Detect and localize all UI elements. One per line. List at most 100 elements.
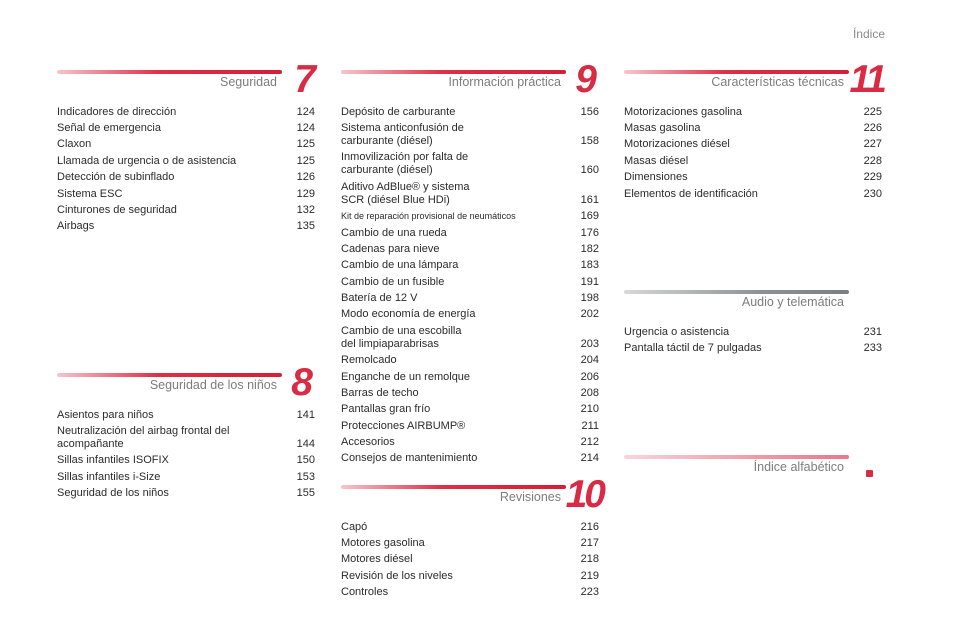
toc-entry[interactable]: Sistema ESC 129: [57, 186, 315, 202]
toc-entry-page: 226: [863, 122, 882, 135]
toc-entry[interactable]: Seguridad de los niños 155: [57, 486, 315, 502]
section-title[interactable]: Características técnicas: [711, 75, 844, 89]
toc-entry[interactable]: Urgencia o asistencia 231: [624, 324, 882, 340]
toc-entry[interactable]: Cambio de una rueda 176: [341, 225, 599, 241]
toc-entry[interactable]: Elementos de identificación 230: [624, 186, 882, 202]
section-bar: [341, 70, 566, 74]
toc-entry[interactable]: Capó 216: [341, 519, 599, 535]
section-number[interactable]: 9: [575, 58, 597, 101]
section-header: Información práctica 9: [341, 60, 599, 101]
toc-entry-page: 125: [296, 138, 315, 151]
toc-entry-page: 158: [580, 135, 599, 148]
toc-entry-page: 223: [580, 586, 599, 599]
toc-entry[interactable]: Pantalla táctil de 7 pulgadas 233: [624, 340, 882, 356]
toc-entry[interactable]: Protecciones AIRBUMP® 211: [341, 418, 599, 434]
toc-entry-label: Asientos para niños: [57, 408, 154, 421]
toc-entry[interactable]: Kit de reparación provisional de neumáti…: [341, 209, 599, 225]
toc-entry-page: 206: [580, 370, 599, 383]
toc-entry-label: Seguridad de los niños: [57, 487, 169, 500]
toc-entry[interactable]: Masas diésel 228: [624, 153, 882, 169]
toc-entry-page: 233: [863, 342, 882, 355]
toc-entry-label: Motores diésel: [341, 553, 413, 566]
toc-entry[interactable]: Dimensiones 229: [624, 170, 882, 186]
toc-entry-page: 141: [296, 408, 315, 421]
toc-entry-page: 228: [863, 154, 882, 167]
toc-entry[interactable]: Cinturones de seguridad 132: [57, 202, 315, 218]
toc-entry-page: 129: [296, 187, 315, 200]
section-header: Seguridad 7: [57, 60, 316, 101]
toc-entry[interactable]: Enganche de un remolque 206: [341, 369, 599, 385]
section-header: Características técnicas 11: [624, 60, 887, 101]
toc-entry[interactable]: Cambio de un fusible 191: [341, 274, 599, 290]
section-title[interactable]: Seguridad de los niños: [149, 378, 277, 392]
toc-entry[interactable]: Motorizaciones gasolina 225: [624, 104, 882, 120]
toc-entry-page: 132: [296, 203, 315, 216]
toc-entry[interactable]: Controles 223: [341, 585, 599, 601]
toc-entry-page: 161: [580, 193, 599, 206]
toc-entry-page: 153: [296, 470, 315, 483]
toc-entry-label: Protecciones AIRBUMP®: [341, 419, 466, 432]
section-number[interactable]: 10: [565, 473, 606, 516]
entry-list: Indicadores de dirección 124 Señal de emer…: [57, 104, 315, 235]
toc-entry[interactable]: Revisión de los niveles 219: [341, 568, 599, 584]
section-title[interactable]: Información práctica: [448, 75, 561, 89]
toc-entry-page: 219: [580, 569, 599, 582]
toc-entry[interactable]: Batería de 12 V 198: [341, 290, 599, 306]
toc-entry[interactable]: Accesorios 212: [341, 434, 599, 450]
toc-entry-page: 135: [296, 220, 315, 233]
toc-entry[interactable]: Señal de emergencia 124: [57, 120, 315, 136]
toc-entry[interactable]: Masas gasolina 226: [624, 120, 882, 136]
toc-entry-page: 182: [580, 242, 599, 255]
section-bar: [624, 70, 849, 74]
toc-entry[interactable]: Detección de subinflado 126: [57, 170, 315, 186]
toc-entry[interactable]: Modo economía de energía 202: [341, 307, 599, 323]
toc-entry[interactable]: Cambio de una lámpara 183: [341, 258, 599, 274]
toc-entry-label: Neutralización del airbag frontal del ac…: [57, 425, 230, 451]
toc-entry[interactable]: Neutralización del airbag frontal del ac…: [57, 423, 315, 452]
toc-entry[interactable]: Barras de techo 208: [341, 385, 599, 401]
section-title[interactable]: Seguridad: [220, 75, 277, 89]
section-audio-telematica: Audio y telemática Urgencia o asistencia…: [624, 285, 882, 357]
toc-entry-label: Cadenas para nieve: [341, 242, 440, 255]
section-title[interactable]: Revisiones: [499, 490, 561, 504]
section-number[interactable]: 8: [291, 361, 313, 404]
toc-entry[interactable]: Motores diésel 218: [341, 552, 599, 568]
toc-entry[interactable]: Pantallas gran frío 210: [341, 402, 599, 418]
toc-entry[interactable]: Sillas infantiles ISOFIX 150: [57, 453, 315, 469]
toc-entry-page: 212: [580, 436, 599, 449]
section-number[interactable]: 11: [849, 58, 887, 101]
section-bar: [341, 485, 566, 489]
toc-entry[interactable]: Motorizaciones diésel 227: [624, 137, 882, 153]
toc-entry-page: 216: [580, 520, 599, 533]
toc-entry[interactable]: Cadenas para nieve 182: [341, 241, 599, 257]
toc-entry[interactable]: Sistema anticonfusión de carburante (dié…: [341, 120, 599, 149]
toc-entry-page: 124: [296, 122, 315, 135]
toc-entry-page: 217: [580, 537, 599, 550]
toc-entry[interactable]: Cambio de una escobilla del limpiaparabr…: [341, 323, 599, 352]
section-title[interactable]: Audio y telemática: [741, 295, 844, 309]
section-title[interactable]: Índice alfabético: [753, 460, 844, 474]
toc-entry-page: 124: [296, 105, 315, 118]
toc-entry-page: 144: [296, 438, 315, 451]
toc-entry[interactable]: Airbags 135: [57, 219, 315, 235]
toc-entry-label: Señal de emergencia: [57, 122, 161, 135]
toc-entry[interactable]: Motores gasolina 217: [341, 535, 599, 551]
toc-entry-label: Pantalla táctil de 7 pulgadas: [624, 342, 762, 355]
toc-entry[interactable]: Claxon 125: [57, 137, 315, 153]
section-number[interactable]: 7: [294, 58, 316, 101]
toc-entry[interactable]: Depósito de carburante 156: [341, 104, 599, 120]
toc-entry[interactable]: Aditivo AdBlue® y sistema SCR (diésel Bl…: [341, 179, 599, 208]
toc-entry-page: 211: [581, 419, 599, 432]
section-bar: [57, 373, 282, 377]
toc-entry-label: Urgencia o asistencia: [624, 325, 730, 338]
toc-entry[interactable]: Llamada de urgencia o de asistencia 125: [57, 153, 315, 169]
toc-entry-label: Cambio de una rueda: [341, 226, 447, 239]
toc-entry[interactable]: Consejos de mantenimiento 214: [341, 451, 599, 467]
section-bar: [624, 455, 849, 459]
toc-entry[interactable]: Sillas infantiles i-Size 153: [57, 469, 315, 485]
toc-entry[interactable]: Remolcado 204: [341, 353, 599, 369]
toc-entry-label: Consejos de mantenimiento: [341, 452, 478, 465]
toc-entry[interactable]: Asientos para niños 141: [57, 407, 315, 423]
toc-entry[interactable]: Inmovilización por falta de carburante (…: [341, 150, 599, 179]
toc-entry[interactable]: Indicadores de dirección 124: [57, 104, 315, 120]
